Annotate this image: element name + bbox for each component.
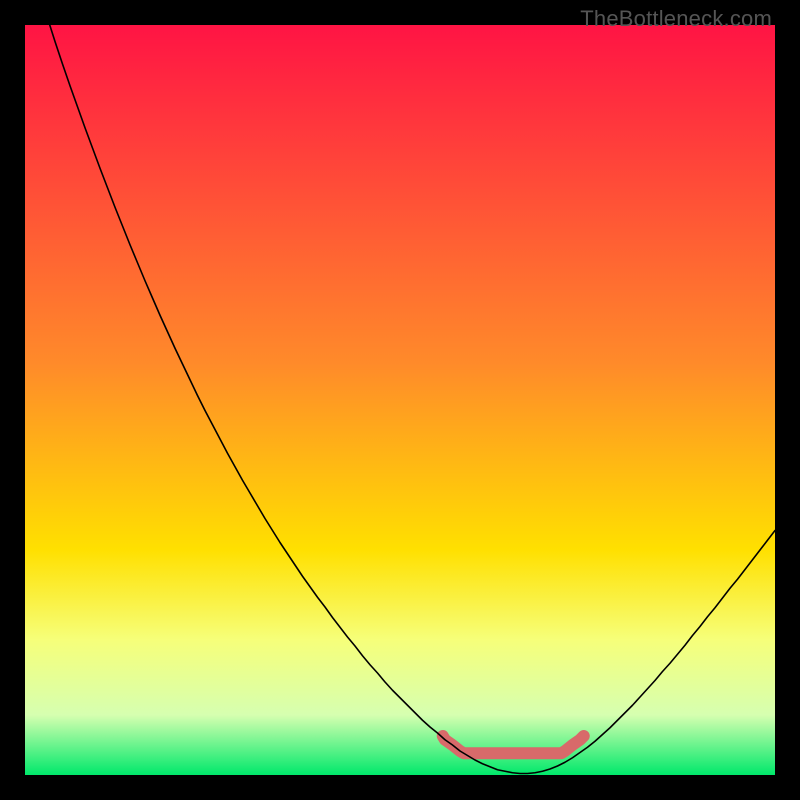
accent-stroke — [443, 736, 584, 753]
main-curve — [50, 25, 775, 774]
bottleneck-curve — [0, 0, 800, 800]
